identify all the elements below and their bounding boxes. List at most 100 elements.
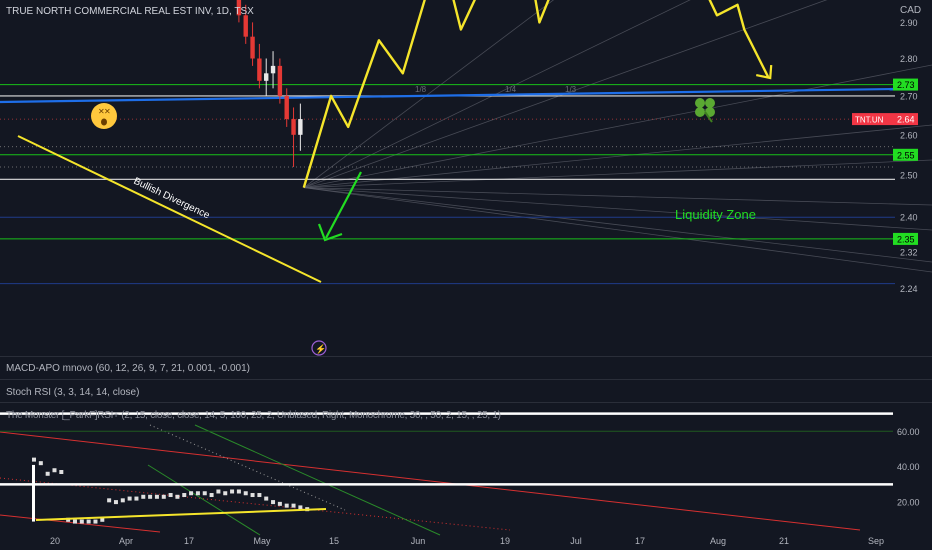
last-price-value: 2.64 <box>897 115 915 125</box>
rsi-block <box>45 471 50 476</box>
price-tick-label: 2.40 <box>900 213 918 223</box>
green-arrowhead <box>317 223 343 242</box>
rsi-block <box>230 489 235 494</box>
level-badge-text: 2.73 <box>897 80 915 90</box>
rsi-block <box>161 494 166 499</box>
rsi-block <box>113 500 118 505</box>
rsi-axis[interactable]: 60.00 40.00 20.00 <box>897 427 920 508</box>
rsi-block <box>100 517 105 522</box>
blue-resistance-line <box>0 87 896 104</box>
rsi-block <box>107 498 112 503</box>
svg-text:✕: ✕ <box>98 107 105 116</box>
level-badge[interactable] <box>893 232 918 245</box>
rsi-block <box>189 491 194 496</box>
green-arrow[interactable] <box>325 171 362 239</box>
rsi-block <box>168 493 173 498</box>
candle-body[interactable] <box>264 73 269 81</box>
rsi-tick-label: 60.00 <box>897 427 920 437</box>
price-axis[interactable]: 3.803.603.403.203.002.902.802.702.602.50… <box>900 0 918 294</box>
dizzy-face-icon: ✕ ✕ <box>91 103 117 129</box>
rsi-dotted-line <box>0 477 511 531</box>
rsi-channel-line <box>0 431 861 531</box>
time-tick-label: Jun <box>411 536 426 546</box>
rsi-block <box>134 496 139 501</box>
time-tick-label: 17 <box>635 536 645 546</box>
fan-line <box>303 159 932 189</box>
fan-line <box>303 0 691 188</box>
rsi-green-line <box>147 464 261 536</box>
fan-line <box>303 187 932 231</box>
rsi-block <box>86 519 91 524</box>
price-tick-label: 2.60 <box>900 130 918 140</box>
symbol-title[interactable]: TRUE NORTH COMMERCIAL REAL EST INV, 1D, … <box>6 6 254 17</box>
time-tick-label: Jul <box>570 536 582 546</box>
candles[interactable] <box>32 0 303 167</box>
bullish-divergence-line[interactable] <box>17 135 322 283</box>
price-tick-label: 2.80 <box>900 54 918 64</box>
level-badge[interactable] <box>893 148 918 161</box>
currency-label: CAD <box>900 5 921 16</box>
fan-line <box>303 187 932 273</box>
rsi-block <box>120 498 125 503</box>
candle-body[interactable] <box>257 58 262 81</box>
stoch-rsi-title[interactable]: Stoch RSI (3, 3, 14, 14, close) <box>6 387 139 398</box>
candle-body[interactable] <box>270 65 276 74</box>
time-tick-label: Apr <box>119 536 133 546</box>
fan-line <box>303 0 828 189</box>
four-leaf-clover-icon <box>695 98 715 123</box>
price-tick-label: 2.32 <box>900 248 918 258</box>
candle-body[interactable] <box>243 15 248 37</box>
price-tick-label: 2.70 <box>900 91 918 101</box>
candle-body[interactable] <box>298 119 303 135</box>
rsi-block <box>182 493 187 498</box>
candle-body[interactable] <box>250 36 255 59</box>
projection-path[interactable] <box>302 0 770 188</box>
rsi-divergence-line[interactable] <box>35 508 327 521</box>
level-badge-text: 2.35 <box>897 234 915 244</box>
fan-line <box>303 187 932 263</box>
rsi-spike-bar <box>32 464 35 522</box>
rsi-block <box>209 493 214 498</box>
candle-body[interactable] <box>284 95 289 120</box>
time-tick-label: May <box>253 536 271 546</box>
candle-body[interactable] <box>291 119 296 135</box>
rsi-block <box>298 505 303 510</box>
rsi-block <box>141 494 146 499</box>
rsi-block <box>127 496 132 501</box>
lightning-event-icon[interactable]: ⚡ <box>311 340 327 356</box>
level-badge[interactable] <box>893 78 918 91</box>
fib-label: 1/8 <box>415 85 427 94</box>
horizontal-levels <box>0 84 895 285</box>
time-tick-label: 17 <box>184 536 194 546</box>
rsi-block <box>148 494 153 499</box>
rsi-tick-label: 20.00 <box>897 498 920 508</box>
rsi-block <box>52 468 57 473</box>
candle-body[interactable] <box>236 0 242 16</box>
rsi-block <box>243 491 248 496</box>
rsi-green-line <box>194 424 441 536</box>
svg-text:✕: ✕ <box>104 107 111 116</box>
rsi-block <box>202 491 207 496</box>
last-price-badge[interactable] <box>852 113 918 126</box>
price-tick-label: 2.90 <box>900 18 918 28</box>
time-axis[interactable]: 20 Apr 17 May 15 Jun 19 Jul 17 Aug 21 Sep <box>50 536 884 546</box>
rsi-block <box>175 494 180 499</box>
rsi-block <box>32 457 36 462</box>
level-badge-text: 2.55 <box>897 150 915 160</box>
fan-line <box>303 187 932 206</box>
rsi-block <box>79 519 84 524</box>
rsi-block <box>291 503 296 508</box>
rsi-block <box>223 491 228 496</box>
price-tick-label: 2.50 <box>900 171 918 181</box>
rsi-tick-label: 40.00 <box>897 462 920 472</box>
macd-title[interactable]: MACD-APO mnovo (60, 12, 26, 9, 7, 21, 0.… <box>6 363 250 374</box>
candle-body[interactable] <box>277 65 283 96</box>
rsi-block <box>236 489 241 494</box>
rsi-block <box>257 493 262 498</box>
fan-line <box>303 124 932 189</box>
time-tick-label: 19 <box>500 536 510 546</box>
resistance-trendline[interactable] <box>0 87 896 104</box>
monster-rsi-title[interactable]: The Monster [_ParkF]RSI+ (2, 15, close, … <box>6 410 501 421</box>
